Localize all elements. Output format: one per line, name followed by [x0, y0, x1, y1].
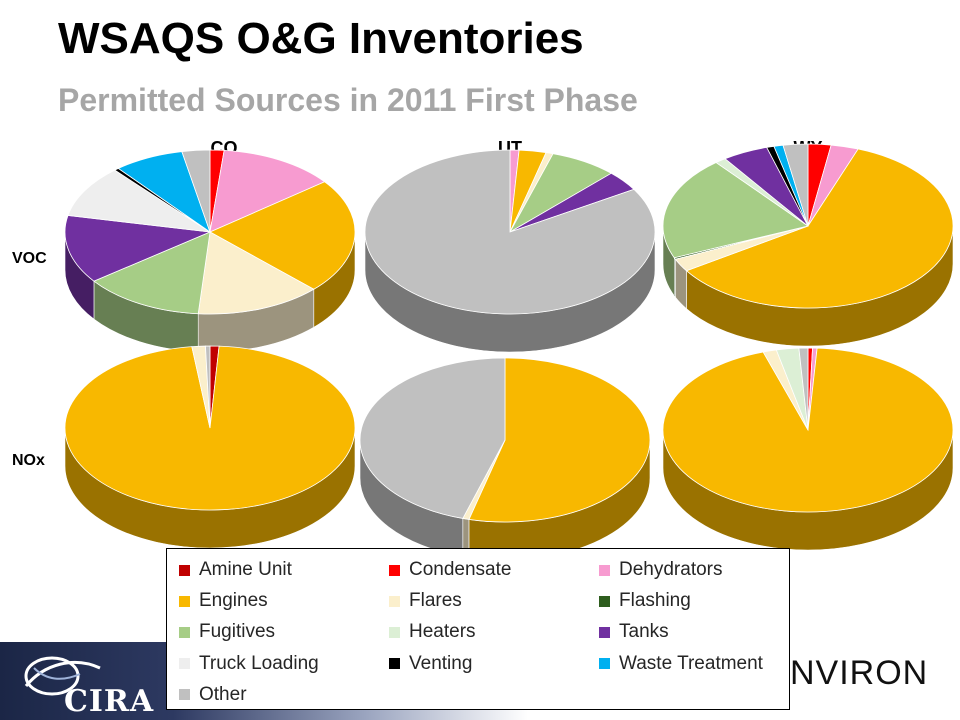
- pie-slice-truck-loading: [67, 169, 211, 233]
- legend-label: Truck Loading: [199, 652, 319, 674]
- pie-slice-engines: [468, 357, 651, 523]
- legend-swatch: [599, 658, 610, 670]
- legend-item: Flares: [389, 588, 599, 614]
- pie-slice-engines: [685, 148, 954, 309]
- pie-slice-other: [205, 345, 211, 429]
- pie-voc-ut: [364, 149, 656, 353]
- pie-slice-dehydrators: [209, 149, 326, 233]
- legend-item: Dehydrators: [599, 557, 789, 583]
- row-label-nox: NOx: [12, 452, 45, 469]
- legend-label: Heaters: [409, 621, 476, 643]
- pie-slice-engines: [209, 181, 356, 290]
- legend-swatch: [389, 626, 400, 638]
- pie-nox-ut: [359, 357, 651, 560]
- legend-item: Waste Treatment: [599, 651, 789, 677]
- environ-logo-text: NVIRON: [790, 654, 929, 692]
- pie-slice-tanks: [64, 214, 212, 282]
- legend-swatch: [389, 658, 400, 670]
- pie-slice-other: [364, 149, 656, 315]
- pie-slice-fugitives: [93, 231, 211, 315]
- legend-item: Fugitives: [179, 619, 389, 645]
- legend-swatch: [599, 626, 610, 638]
- legend: Amine Unit Condensate Dehydrators Engines Fl…: [166, 548, 790, 710]
- pie-nox-wy: [662, 347, 954, 551]
- slide-subtitle: Permitted Sources in 2011 First Phase: [58, 82, 638, 118]
- legend-item: Condensate: [389, 557, 599, 583]
- legend-label: Other: [199, 683, 247, 705]
- slide-title: WSAQS O&G Inventories: [58, 14, 584, 63]
- legend-label: Venting: [409, 652, 473, 674]
- legend-swatch: [179, 689, 190, 701]
- legend-label: Engines: [199, 590, 268, 612]
- pie-slice-engines: [64, 345, 356, 511]
- legend-item: Other: [179, 682, 389, 708]
- pie-chart-grid: [64, 143, 954, 560]
- legend-swatch: [179, 564, 190, 576]
- legend-item: Amine Unit: [179, 557, 389, 583]
- legend-swatch: [599, 595, 610, 607]
- legend-item: Flashing: [599, 588, 789, 614]
- legend-swatch: [179, 595, 190, 607]
- pie-slice-fugitives: [662, 162, 809, 259]
- pie-nox-co: [64, 345, 356, 549]
- legend-label: Tanks: [619, 621, 669, 643]
- legend-swatch: [599, 564, 610, 576]
- legend-label: Flares: [409, 590, 462, 612]
- legend-swatch: [389, 564, 400, 576]
- legend-label: Dehydrators: [619, 559, 723, 580]
- cira-logo: [24, 656, 101, 696]
- pie-slice-other: [181, 149, 211, 233]
- legend-item: Truck Loading: [179, 651, 389, 677]
- legend-label: Fugitives: [199, 621, 276, 643]
- pie-voc-wy: [662, 143, 954, 347]
- legend-swatch: [179, 626, 190, 638]
- pie-slice-other: [782, 143, 809, 227]
- pie-slice-other: [798, 347, 809, 431]
- pie-slice-engines: [662, 347, 954, 513]
- legend-item: Tanks: [599, 619, 789, 645]
- pie-voc-co: [64, 149, 356, 353]
- pie-slice-flares: [197, 231, 315, 315]
- row-label-voc: VOC: [12, 250, 47, 267]
- legend-label: Amine Unit: [199, 559, 292, 580]
- cira-logo-text: CIRA: [64, 684, 155, 719]
- legend-swatch: [179, 658, 190, 670]
- legend-label: Waste Treatment: [619, 652, 763, 674]
- legend-item: Heaters: [389, 619, 599, 645]
- legend-item: Engines: [179, 588, 389, 614]
- legend-label: Flashing: [619, 590, 691, 612]
- pie-slice-other: [359, 357, 506, 519]
- legend-swatch: [389, 595, 400, 607]
- legend-item: Venting: [389, 651, 599, 677]
- legend-label: Condensate: [409, 559, 512, 580]
